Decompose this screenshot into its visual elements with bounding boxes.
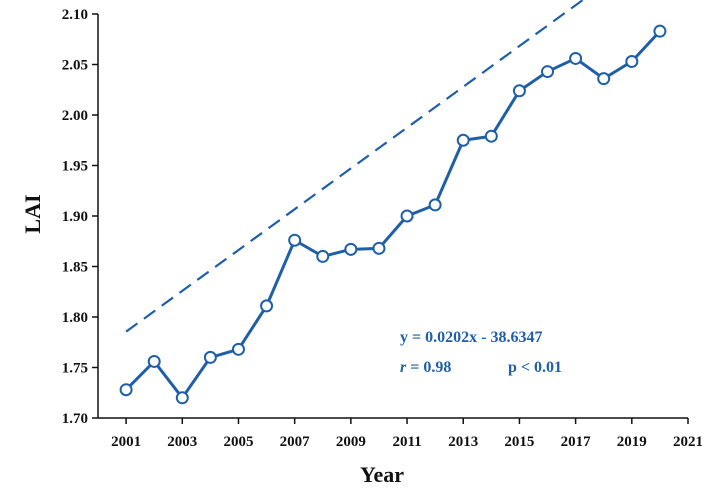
- y-tick-label: 2.10: [62, 7, 88, 23]
- r-value: = 0.98: [406, 359, 451, 376]
- data-point: [288, 233, 302, 247]
- x-tick-label: 2021: [673, 434, 703, 450]
- x-tick-label: 2017: [561, 434, 592, 450]
- x-tick-label: 2013: [448, 434, 478, 450]
- y-tick-label: 1.90: [62, 209, 88, 225]
- x-tick-label: 2011: [392, 434, 421, 450]
- data-point: [400, 209, 414, 223]
- x-tick-label: 2003: [167, 434, 197, 450]
- y-tick-label: 1.80: [62, 310, 88, 326]
- x-ticks: 2001 2003 2005 2007 2009 2011 2013 2015 2017 2019…: [111, 418, 703, 450]
- y-tick-label: 1.75: [62, 361, 88, 377]
- x-tick-label: 2015: [504, 434, 534, 450]
- data-point: [541, 65, 555, 79]
- data-point: [372, 241, 386, 255]
- r-symbol: r: [400, 359, 407, 376]
- data-point: [231, 342, 245, 356]
- y-tick-label: 2.00: [62, 108, 88, 124]
- x-tick-label: 2005: [223, 434, 253, 450]
- p-annotation: p < 0.01: [508, 359, 562, 376]
- x-tick-label: 2019: [617, 434, 647, 450]
- data-point: [456, 133, 470, 147]
- data-point: [260, 299, 274, 313]
- y-tick-label: 1.95: [62, 159, 88, 175]
- r-annotation: r = 0.98: [400, 359, 451, 376]
- x-tick-label: 2009: [336, 434, 366, 450]
- data-point: [344, 242, 358, 256]
- y-tick-label: 1.70: [62, 411, 88, 427]
- data-point: [484, 129, 498, 143]
- data-point: [653, 24, 667, 38]
- data-point: [147, 354, 161, 368]
- data-point: [569, 51, 583, 65]
- x-tick-label: 2007: [280, 434, 311, 450]
- equation-annotation: y = 0.0202x - 38.6347: [400, 329, 542, 346]
- x-axis-title: Year: [360, 462, 404, 487]
- data-points: [119, 24, 667, 405]
- y-tick-label: 1.85: [62, 260, 88, 276]
- data-point: [203, 350, 217, 364]
- data-point: [119, 383, 133, 397]
- data-point: [597, 72, 611, 86]
- data-point: [316, 249, 330, 263]
- lai-series-line: [125, 30, 662, 400]
- y-axis-title: LAI: [20, 194, 45, 233]
- trend-line: [125, 0, 585, 333]
- data-point: [175, 391, 189, 405]
- x-tick-label: 2001: [111, 434, 141, 450]
- y-ticks: 1.70 1.75 1.80 1.85 1.90 1.95 2.00 2.05 2.10: [62, 7, 98, 427]
- y-tick-label: 2.05: [62, 58, 88, 74]
- data-point: [512, 84, 526, 98]
- data-point: [625, 54, 639, 68]
- data-point: [428, 198, 442, 212]
